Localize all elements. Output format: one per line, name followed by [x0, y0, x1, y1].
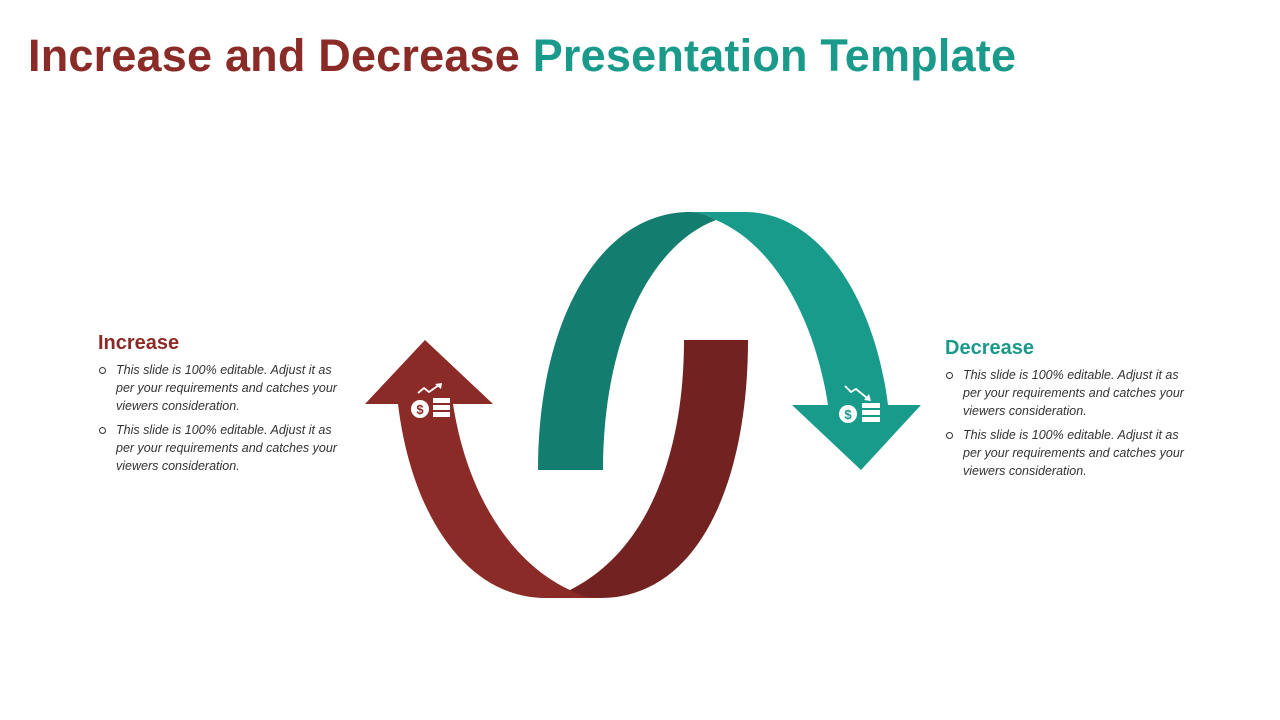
- teal-ribbon-front: [690, 212, 888, 405]
- increase-panel: Increase This slide is 100% editable. Ad…: [98, 332, 348, 481]
- increase-heading: Increase: [98, 332, 180, 354]
- decrease-bullet: This slide is 100% editable. Adjust it a…: [945, 426, 1185, 480]
- decrease-panel: Decrease This slide is 100% editable. Ad…: [945, 337, 1185, 486]
- teal-ribbon-back: [538, 212, 716, 470]
- increase-bullet: This slide is 100% editable. Adjust it a…: [98, 361, 348, 415]
- decrease-heading: Decrease: [945, 337, 1034, 359]
- up-arrow-head: [365, 340, 493, 404]
- increase-bullet: This slide is 100% editable. Adjust it a…: [98, 421, 348, 475]
- money-increase-icon: $: [411, 383, 450, 418]
- decrease-bullet: This slide is 100% editable. Adjust it a…: [945, 366, 1185, 420]
- red-ribbon-front: [398, 404, 600, 598]
- page-title: Increase and Decrease Presentation Templ…: [28, 30, 1017, 81]
- money-decrease-icon: $: [839, 385, 880, 423]
- down-arrow-head: [792, 405, 921, 470]
- svg-text:$: $: [416, 402, 424, 417]
- svg-text:$: $: [844, 407, 852, 422]
- red-ribbon-back: [552, 340, 748, 598]
